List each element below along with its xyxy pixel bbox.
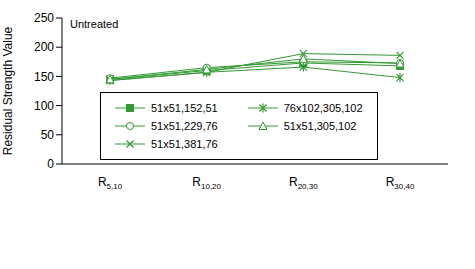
- html-text:51x51,381,76: 51x51,381,76: [151, 138, 218, 150]
- svg-text:R5,10: R5,10: [98, 175, 123, 191]
- html-text:76x102,305,102: 76x102,305,102: [283, 102, 363, 114]
- html-text:51x51,229,76: 51x51,229,76: [151, 120, 218, 132]
- svg-text:50: 50: [41, 128, 55, 142]
- svg-text:100: 100: [34, 99, 54, 113]
- svg-text:Residual Strength Value: Residual Strength Value: [8, 26, 15, 155]
- svg-text:0: 0: [47, 157, 54, 171]
- svg-text:200: 200: [34, 40, 54, 54]
- svg-text:R30,40: R30,40: [386, 175, 415, 191]
- html-text:51x51,305,102: 51x51,305,102: [283, 120, 357, 132]
- svg-text:R20,30: R20,30: [289, 175, 318, 191]
- svg-text:250: 250: [34, 11, 54, 25]
- html-text:Untreated: Untreated: [70, 18, 119, 30]
- svg-text:R10,20: R10,20: [192, 175, 221, 191]
- html-text:51x51,152,51: 51x51,152,51: [151, 102, 218, 114]
- svg-text:150: 150: [34, 70, 54, 84]
